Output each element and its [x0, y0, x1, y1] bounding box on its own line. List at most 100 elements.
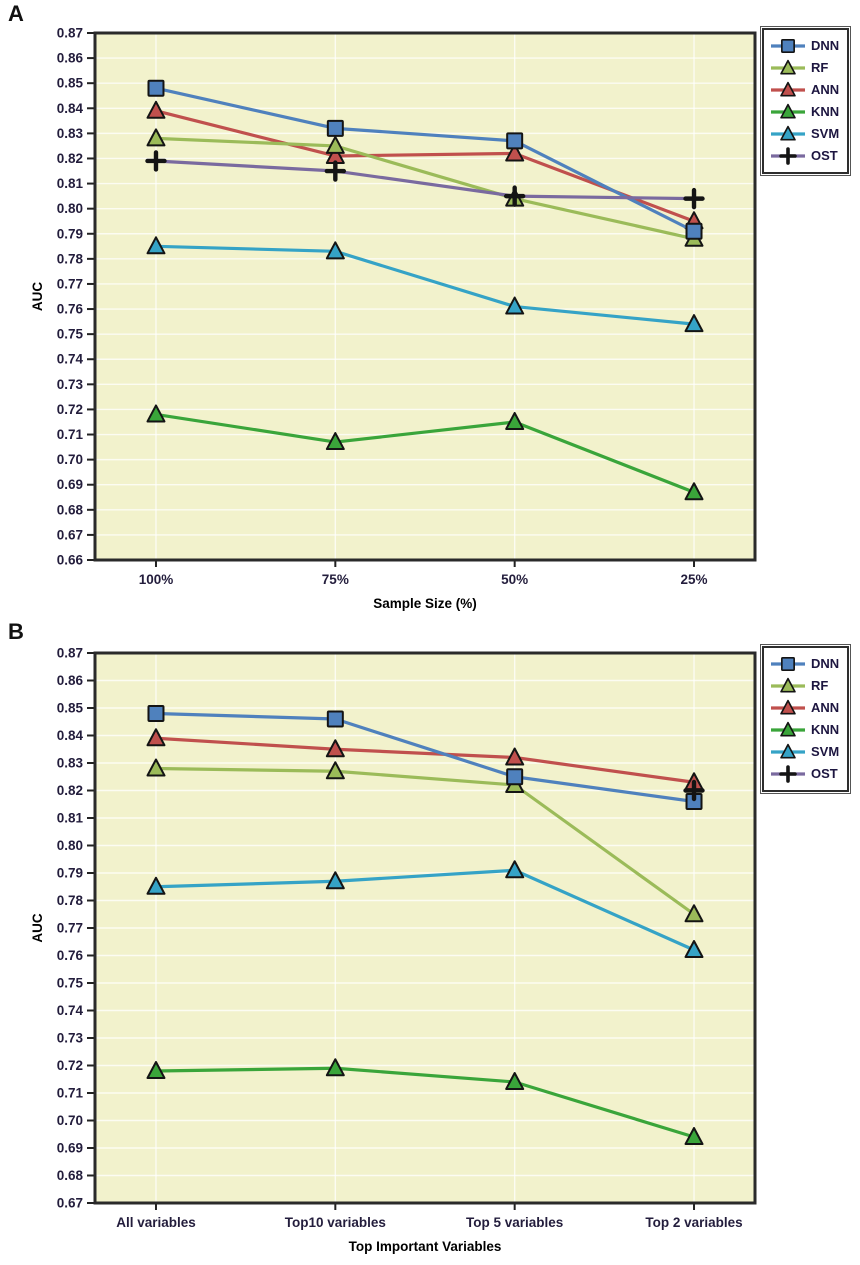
- legend-item-dnn: DNN: [770, 654, 839, 674]
- series-rf: [146, 758, 704, 923]
- svm-marker-2: [505, 860, 525, 879]
- knn-legend-marker-icon: [771, 721, 805, 737]
- y-tick-label: 0.72: [57, 1058, 83, 1073]
- series-line-rf: [154, 136, 696, 241]
- series-knn: [146, 404, 704, 501]
- ost-marker-0: [145, 150, 167, 172]
- knn-marker-1: [325, 1058, 345, 1077]
- y-tick-label: 0.86: [57, 51, 84, 66]
- legend-item-knn: KNN: [770, 102, 839, 122]
- series-svm: [146, 236, 704, 333]
- y-axis: 0.87 0.86 0.85 0.84 0.83 0.82 0.81 0.80 0.79 0.78…: [57, 26, 95, 568]
- y-tick-label: 0.69: [57, 477, 83, 492]
- legend-item-dnn: DNN: [770, 36, 839, 56]
- legend-item-ann: ANN: [770, 80, 839, 100]
- dnn-marker-2: [506, 768, 524, 786]
- y-tick-label: 0.77: [57, 276, 83, 291]
- legend-label: ANN: [811, 700, 840, 715]
- y-tick-label: 0.76: [57, 948, 84, 963]
- series-svm: [146, 860, 704, 958]
- dnn-marker-0: [147, 705, 165, 722]
- legend-item-svm: SVM: [770, 124, 839, 144]
- legend-label: RF: [811, 678, 829, 693]
- series-ost: [683, 779, 705, 802]
- y-tick-label: 0.78: [57, 893, 84, 908]
- ost-legend-marker-icon: [771, 765, 805, 783]
- ann-marker-0: [146, 728, 166, 747]
- gridlines: [95, 33, 755, 560]
- legend-label: KNN: [811, 722, 840, 737]
- ann-legend-marker-icon: [771, 81, 805, 97]
- y-tick-label: 0.73: [57, 377, 84, 392]
- y-tick-label: 0.86: [57, 673, 84, 688]
- y-tick-label: 0.67: [57, 527, 83, 542]
- y-tick-label: 0.68: [57, 1168, 84, 1183]
- rf-legend-marker-icon: [771, 59, 805, 75]
- series-line-rf: [154, 766, 696, 916]
- series-line-ann: [154, 736, 696, 784]
- panel-a-chart: 0.87 0.86 0.85 0.84 0.83 0.82 0.81 0.80 0.79 0.78…: [30, 26, 757, 611]
- y-tick-label: 0.83: [57, 126, 84, 141]
- series-dnn: [147, 705, 703, 810]
- series-line-dnn: [154, 711, 696, 804]
- legend-label: DNN: [811, 38, 840, 53]
- x-tick-label: 50%: [501, 572, 528, 587]
- y-tick-label: 0.72: [57, 402, 83, 417]
- knn-marker-3: [684, 482, 704, 501]
- rf-marker-1: [325, 761, 345, 780]
- panel-b: B 0.87 0.86 0.85 0.84 0.83 0.82 0.81 0.80 0.79 0.…: [0, 618, 860, 1265]
- y-axis-title: AUC: [30, 913, 45, 942]
- svm-marker-2: [505, 296, 525, 315]
- svm-marker-0: [146, 236, 166, 255]
- y-tick-label: 0.75: [57, 976, 84, 991]
- x-tick-label: Top 5 variables: [466, 1215, 563, 1230]
- series-line-ost: [154, 159, 696, 201]
- svm-legend-marker-icon: [771, 125, 805, 141]
- panel-a-legend: DNN RF ANN KNN SVM OST: [759, 26, 852, 176]
- y-tick-label: 0.67: [57, 1196, 83, 1211]
- legend-item-svm: SVM: [770, 742, 839, 762]
- y-tick-label: 0.81: [57, 811, 84, 826]
- ost-legend-marker-icon: [771, 147, 805, 165]
- y-tick-label: 0.76: [57, 302, 84, 317]
- y-axis-title: AUC: [30, 282, 45, 311]
- legend-label: ANN: [811, 82, 840, 97]
- x-axis: 100% 75% 50% 25%: [139, 560, 708, 587]
- x-tick-label: 75%: [322, 572, 349, 587]
- y-tick-label: 0.77: [57, 921, 83, 936]
- y-tick-label: 0.84: [57, 101, 84, 116]
- y-axis: 0.87 0.86 0.85 0.84 0.83 0.82 0.81 0.80 0.79 0.78…: [57, 646, 95, 1211]
- dnn-legend-marker-icon: [771, 39, 805, 53]
- knn-legend-marker-icon: [771, 103, 805, 119]
- y-tick-label: 0.83: [57, 756, 84, 771]
- legend-label: DNN: [811, 656, 840, 671]
- x-axis: All variables Top10 variables Top 5 variab…: [116, 1203, 743, 1230]
- y-tick-label: 0.80: [57, 838, 83, 853]
- svm-marker-3: [684, 940, 704, 958]
- knn-marker-2: [505, 1072, 525, 1090]
- dnn-marker-2: [506, 132, 524, 150]
- y-tick-label: 0.69: [57, 1141, 83, 1156]
- series-line-svm: [154, 244, 696, 326]
- y-tick-label: 0.78: [57, 251, 84, 266]
- plot-frame: [93, 651, 757, 1205]
- series-knn: [146, 1058, 704, 1145]
- y-tick-label: 0.79: [57, 866, 83, 881]
- dnn-legend-marker-icon: [771, 657, 805, 671]
- plot-area: [95, 33, 755, 560]
- x-axis-title: Top Important Variables: [349, 1239, 502, 1254]
- y-tick-label: 0.82: [57, 151, 83, 166]
- y-tick-label: 0.87: [57, 646, 83, 661]
- rf-legend-marker-icon: [771, 677, 805, 693]
- ann-marker-1: [325, 739, 345, 758]
- legend-label: SVM: [811, 126, 840, 141]
- x-tick-label: All variables: [116, 1215, 196, 1230]
- legend-item-ann: ANN: [770, 698, 839, 718]
- series-ost: [145, 150, 705, 210]
- panel-b-legend: DNN RF ANN KNN SVM OST: [759, 644, 852, 794]
- legend-item-rf: RF: [770, 676, 839, 696]
- plot-frame: [93, 31, 757, 562]
- y-tick-label: 0.79: [57, 226, 83, 241]
- y-tick-label: 0.71: [57, 1086, 84, 1101]
